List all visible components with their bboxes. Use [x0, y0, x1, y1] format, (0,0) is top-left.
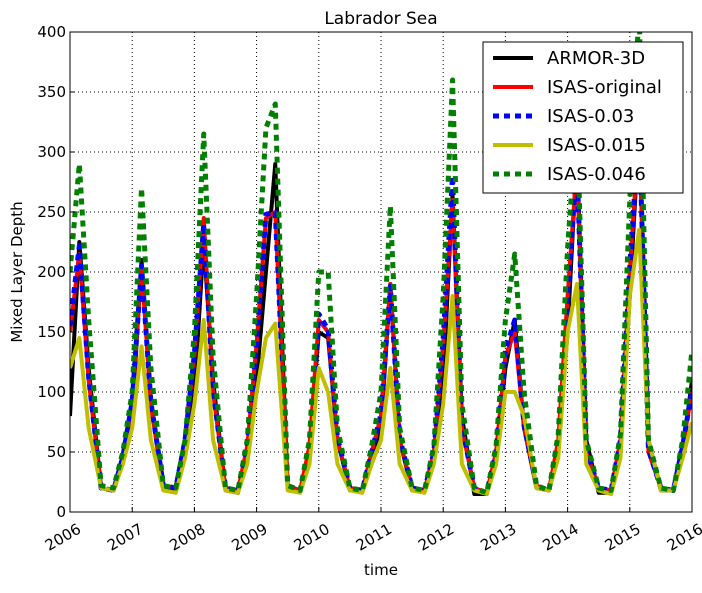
legend-label: ISAS-0.015	[547, 135, 646, 156]
series-line	[70, 32, 692, 496]
legend-label: ISAS-original	[547, 77, 662, 98]
legend-label: ISAS-0.046	[547, 164, 646, 185]
x-tick-label: 2010	[291, 520, 333, 555]
legend-label: ARMOR-3D	[547, 48, 645, 69]
legend: ARMOR-3D ISAS-original ISAS-0.03 ISAS-0.015…	[482, 41, 684, 194]
x-tick-label: 2009	[229, 520, 271, 555]
y-tick-label: 50	[47, 443, 66, 461]
x-tick-label: 2013	[477, 520, 519, 555]
x-axis-label: time	[364, 561, 398, 579]
y-tick-label: 400	[37, 23, 66, 41]
x-tick-label: 2008	[166, 520, 208, 555]
y-tick-label: 0	[56, 503, 66, 521]
chart-title: Labrador Sea	[324, 9, 437, 29]
legend-label: ISAS-0.03	[547, 106, 634, 127]
y-tick-label: 250	[37, 203, 66, 221]
x-tick-label: 2015	[602, 520, 644, 555]
y-tick-label: 100	[37, 383, 66, 401]
y-tick-label: 350	[37, 83, 66, 101]
x-tick-label: 2014	[540, 520, 582, 555]
series-line	[70, 228, 692, 496]
x-tick-label: 2006	[42, 520, 84, 555]
x-tick-label: 2016	[664, 520, 702, 555]
y-tick-label: 200	[37, 263, 66, 281]
x-tick-label: 2007	[104, 520, 146, 555]
y-tick-label: 150	[37, 323, 66, 341]
y-tick-label: 300	[37, 143, 66, 161]
plot-area	[70, 32, 692, 496]
y-axis-label: Mixed Layer Depth	[8, 201, 26, 342]
x-tick-label: 2011	[353, 520, 395, 555]
x-tick-label: 2012	[415, 520, 457, 555]
